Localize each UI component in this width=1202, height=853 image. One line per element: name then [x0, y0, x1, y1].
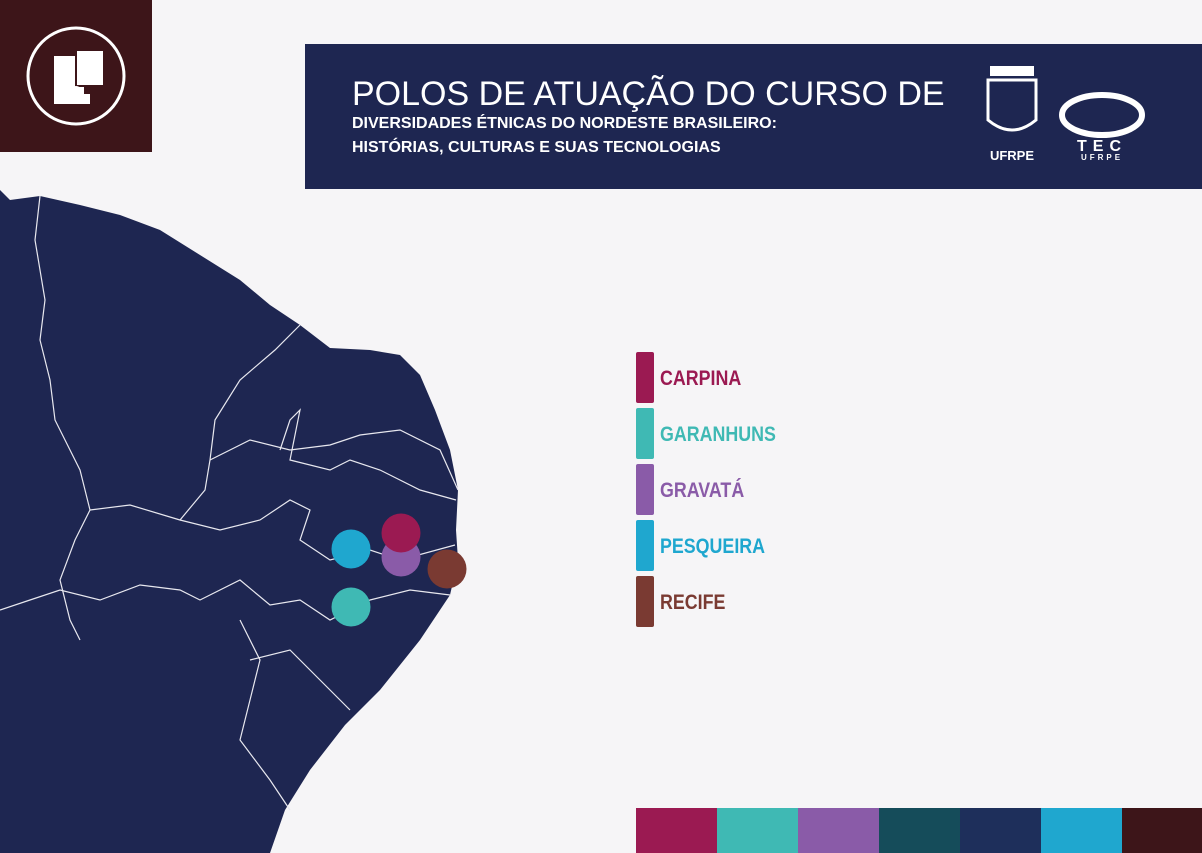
subtitle: HISTÓRIAS, CULTURAS E SUAS TECNOLOGIAS: [352, 137, 721, 156]
legend-swatch: [636, 352, 654, 403]
legend-label: GARANHUNS: [660, 423, 776, 447]
swatch: [879, 808, 960, 853]
swatch: [636, 808, 717, 853]
ead-logo: [1059, 92, 1145, 138]
swatch: [1041, 808, 1122, 853]
legend-swatch: [636, 464, 654, 515]
ufrpe-crown: [990, 66, 1034, 76]
tec-sub: UFRPE: [1081, 153, 1123, 162]
legend-swatch: [636, 520, 654, 571]
title: POLOS DE ATUAÇÃO DO CURSO DE: [352, 75, 945, 113]
icon-circle: [26, 26, 126, 126]
ufrpe-shield: [986, 78, 1038, 132]
subtitle: DIVERSIDADES ÉTNICAS DO NORDESTE BRASILE…: [352, 113, 777, 132]
pole-marker: [427, 549, 467, 589]
markers: [331, 513, 467, 627]
icon-person: [54, 94, 90, 104]
pole-marker: [331, 587, 371, 627]
legend-swatch: [636, 408, 654, 459]
map-land: [0, 190, 458, 853]
icon-doc: [75, 49, 105, 87]
pole-marker: [331, 529, 371, 569]
legend-label: GRAVATÁ: [660, 478, 744, 503]
ufrpe-label: UFRPE: [990, 148, 1034, 163]
legend: CARPINA GARANHUNS GRAVATÁ PESQUEIRA RECIFE: [636, 352, 776, 627]
tec-label: TEC: [1077, 138, 1127, 155]
legend-label: CARPINA: [660, 367, 741, 391]
legend-label: PESQUEIRA: [660, 535, 765, 559]
icon-person: [56, 82, 68, 94]
swatch: [1122, 808, 1202, 853]
swatch: [960, 808, 1041, 853]
swatch: [798, 808, 879, 853]
legend-swatch: [636, 576, 654, 627]
swatch: [717, 808, 798, 853]
header-bar: [305, 44, 1202, 189]
legend-label: RECIFE: [660, 591, 725, 615]
pole-marker: [381, 513, 421, 553]
color-strip: [636, 808, 1202, 853]
